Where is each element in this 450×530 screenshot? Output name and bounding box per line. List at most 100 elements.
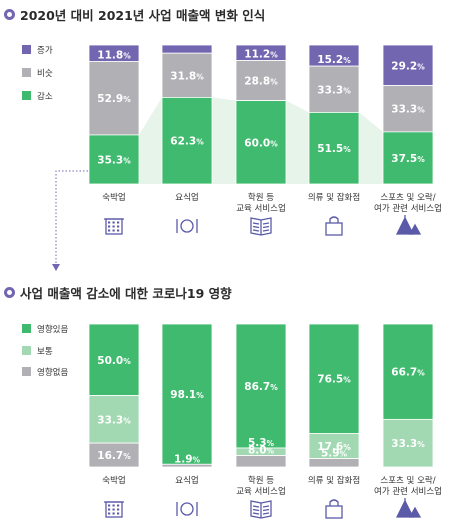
value-label: 31.8% — [170, 70, 204, 82]
hotel-window — [112, 225, 115, 228]
hotel-window — [112, 229, 115, 232]
bar-segment-영향없음 — [235, 455, 287, 468]
category-label: 숙박업 — [102, 192, 125, 203]
category-label: 숙박업 — [102, 475, 125, 486]
hotel-window — [117, 229, 120, 232]
category-label: 여가 관련 서비스업 — [374, 203, 442, 214]
legend-swatch — [22, 367, 31, 376]
value-label: 66.7% — [391, 367, 425, 379]
category-label: 학원 등 — [248, 192, 274, 203]
value-label: 5.3% — [248, 437, 275, 449]
hotel-icon — [104, 218, 124, 235]
legend-label: 감소 — [37, 91, 53, 102]
value-label: 50.0% — [97, 355, 131, 367]
value-label: 29.2% — [391, 60, 425, 72]
book-line — [252, 505, 260, 508]
restaurant-icon — [176, 502, 198, 516]
bar-segment-비슷 — [88, 61, 140, 136]
bar-segment-영향있음 — [161, 323, 213, 465]
hotel-window — [112, 504, 115, 507]
hotel-window — [112, 512, 115, 515]
section-title-2: 사업 매출액 감소에 대한 코로나19 영향 — [4, 283, 232, 302]
plate — [180, 219, 194, 233]
value-label: 11.8% — [97, 49, 131, 61]
bag-body — [325, 505, 343, 519]
book-line — [252, 225, 260, 229]
tent-large — [395, 216, 415, 235]
bag-body — [325, 222, 343, 236]
book-line — [252, 229, 260, 232]
category-label: 의류 및 잡화점 — [308, 475, 360, 486]
category-label: 의류 및 잡화점 — [308, 192, 360, 203]
category-label: 교육 서비스업 — [236, 204, 286, 214]
hotel-window — [108, 512, 111, 515]
section-title-1: 2020년 대비 2021년 사업 매출액 변화 인식 — [4, 5, 265, 24]
category-label: 교육 서비스업 — [236, 487, 286, 497]
value-label: 33.3% — [391, 438, 425, 450]
hotel-window — [108, 229, 111, 232]
hotel-window — [117, 504, 120, 507]
value-label: 17.6% — [317, 441, 351, 453]
bar-segment-보통 — [88, 395, 140, 444]
hotel-window — [108, 225, 111, 228]
value-label: 52.9% — [97, 93, 131, 105]
tent-icon — [395, 215, 422, 235]
value-label: 37.5% — [391, 153, 425, 165]
bar-segment-영향있음 — [308, 323, 360, 434]
category-label: 스포츠 및 오락/ — [380, 475, 435, 486]
bag-handle — [329, 499, 339, 506]
category-label: 여가 관련 서비스업 — [374, 486, 442, 497]
hotel-window — [117, 512, 120, 515]
bar-segment-영향없음 — [308, 458, 360, 468]
book-line — [262, 512, 270, 515]
value-label: 28.8% — [244, 76, 278, 88]
restaurant-icon — [176, 219, 198, 233]
bar-segment-비슷 — [161, 52, 213, 98]
category-label: 요식업 — [175, 193, 198, 203]
bar-segment-영향있음 — [235, 323, 287, 449]
book-line — [262, 505, 270, 508]
book-line — [262, 508, 270, 512]
value-label: 8.0% — [248, 445, 275, 457]
legend-swatch — [22, 91, 31, 100]
tent-large — [395, 499, 415, 518]
bar-segment-보통 — [308, 432, 360, 459]
book-line — [252, 508, 260, 512]
book-icon — [250, 217, 272, 236]
tent-icon — [395, 498, 422, 518]
value-label: 1.9% — [174, 453, 201, 465]
bar-segment-비슷 — [382, 85, 434, 133]
book-line — [252, 222, 260, 225]
tent-small — [408, 223, 422, 235]
section-link-line — [55, 170, 88, 267]
shopping-bag-icon — [325, 499, 343, 519]
value-label: 33.3% — [97, 414, 131, 426]
bar-segment-비슷 — [308, 65, 360, 113]
legend-label: 보통 — [37, 347, 53, 357]
value-label: 62.3% — [170, 136, 204, 148]
value-label: 5.9% — [321, 448, 348, 460]
tent-small — [408, 506, 422, 518]
book-icon — [250, 500, 272, 519]
hotel-window — [108, 504, 111, 507]
value-label: 5.9% — [174, 34, 201, 46]
hotel-window — [112, 508, 115, 511]
bar-segment-영향없음 — [161, 463, 213, 468]
hotel-window — [112, 221, 115, 224]
value-label: 98.1% — [170, 389, 204, 401]
category-label: 학원 등 — [248, 475, 274, 486]
title-bullet-icon — [4, 9, 15, 20]
value-label: 86.7% — [244, 381, 278, 393]
value-label: 33.3% — [317, 84, 351, 96]
value-label: 16.7% — [97, 450, 131, 462]
bar-segment-감소 — [308, 112, 360, 185]
legend-label: 영향있음 — [37, 324, 68, 335]
value-label: 11.2% — [244, 49, 278, 61]
legend-label: 비슷 — [37, 69, 53, 79]
legend-swatch — [22, 346, 31, 355]
legend-swatch — [22, 45, 31, 54]
value-label: 51.5% — [317, 143, 351, 155]
hotel-window — [117, 225, 120, 228]
category-label: 요식업 — [175, 476, 198, 486]
